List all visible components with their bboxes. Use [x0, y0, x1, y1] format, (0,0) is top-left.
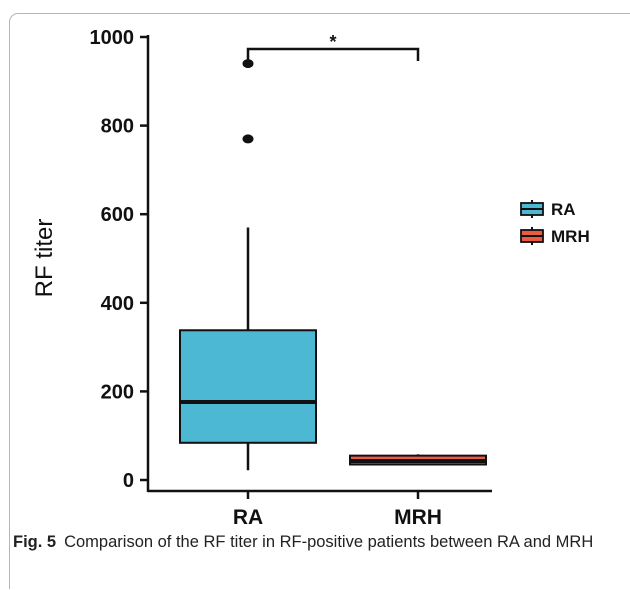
significance-bracket: [246, 47, 420, 61]
outlier-point: [242, 59, 254, 69]
x-category-label: MRH: [394, 506, 442, 529]
y-tick-label: 400: [101, 293, 134, 315]
y-tick-label: 0: [123, 470, 134, 492]
y-tick-label: 600: [101, 204, 134, 226]
y-tick-label: 1000: [90, 27, 135, 49]
y-tick-label: 800: [101, 116, 134, 138]
box-ra: [179, 59, 317, 471]
legend-label: MRH: [551, 227, 590, 246]
box-plot: 0 200 400 600 800 1000 RA MRH * RF titer RA MRH: [31, 27, 590, 529]
legend-item-ra: RA: [520, 200, 576, 219]
caption-label: Fig. 5: [13, 533, 57, 551]
y-tick-label: 200: [101, 381, 134, 403]
figure-caption: Fig. 5 Comparison of the RF titer in RF-p…: [13, 531, 619, 554]
x-category-label: RA: [233, 506, 263, 529]
legend: RA MRH: [520, 200, 590, 246]
caption-text: Comparison of the RF titer in RF-positiv…: [64, 533, 594, 551]
figure-frame: [9, 13, 630, 589]
box-mrh: [349, 454, 487, 466]
significance-star: *: [329, 32, 336, 52]
box-body: [179, 329, 317, 444]
legend-label: RA: [551, 200, 576, 219]
legend-item-mrh: MRH: [520, 227, 590, 246]
outlier-point: [242, 134, 254, 144]
y-axis-label: RF titer: [31, 219, 58, 298]
